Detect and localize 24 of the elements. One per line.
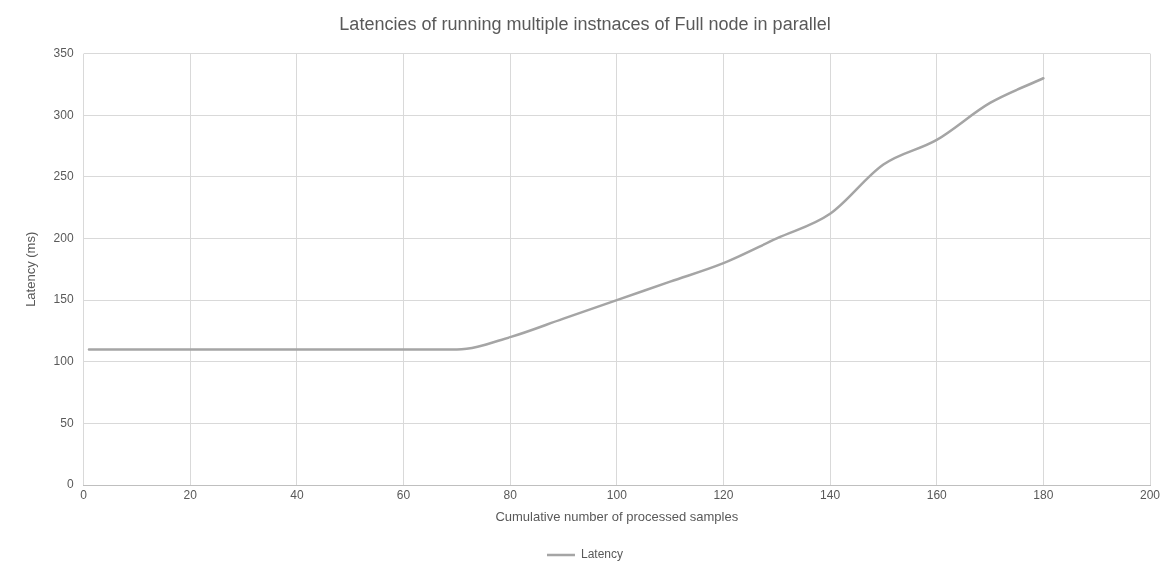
y-tick-label: 350: [53, 45, 74, 60]
x-tick-label: 160: [926, 487, 948, 502]
y-tick-label: 0: [66, 477, 74, 492]
x-tick-label: 180: [1033, 487, 1054, 502]
y-tick-label: 250: [53, 169, 74, 184]
y-tick-label: 150: [53, 292, 74, 307]
x-tick-label: 100: [606, 487, 628, 502]
y-tick-label: 100: [53, 354, 74, 369]
line-series: [87, 77, 1045, 351]
legend-label: Latency: [580, 547, 624, 562]
x-tick-label: 0: [80, 487, 88, 502]
x-tick-label: 60: [396, 487, 411, 502]
y-tick-label: 200: [53, 230, 74, 245]
x-tick-label: 140: [820, 487, 841, 502]
x-axis-title: Cumulative number of processed samples: [495, 508, 739, 524]
y-tick-label: 50: [60, 415, 74, 430]
x-tick-label: 20: [183, 487, 198, 502]
x-tick-label: 80: [503, 487, 518, 502]
y-axis-title: Latency (ms): [23, 231, 39, 307]
x-tick-label: 200: [1139, 487, 1161, 502]
chart-title: Latencies of running multiple instnaces of Full node in parallel: [339, 13, 831, 34]
x-tick-label: 120: [713, 487, 734, 502]
x-tick-label: 40: [290, 487, 304, 502]
y-tick-label: 300: [53, 107, 74, 122]
